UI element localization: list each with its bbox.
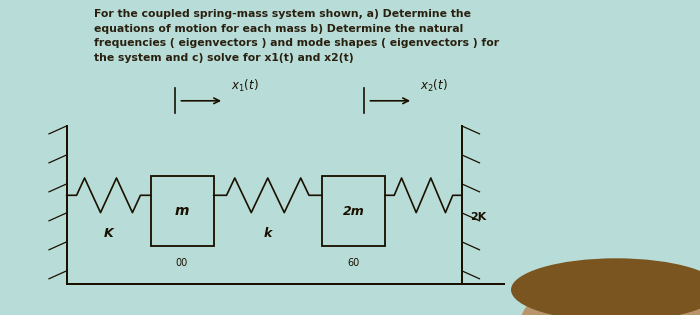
Text: 2K: 2K: [470, 212, 486, 222]
Text: m: m: [175, 204, 189, 218]
Text: 00: 00: [176, 258, 188, 268]
Text: K: K: [104, 226, 113, 240]
Text: 2m: 2m: [342, 204, 365, 218]
Text: 60: 60: [347, 258, 360, 268]
Text: $x_1(t)$: $x_1(t)$: [231, 78, 258, 94]
Bar: [322, 176, 385, 246]
Ellipse shape: [518, 271, 700, 315]
Text: $x_2(t)$: $x_2(t)$: [420, 78, 447, 94]
Text: k: k: [264, 226, 272, 240]
Ellipse shape: [511, 258, 700, 315]
Bar: [150, 176, 214, 246]
Text: For the coupled spring-mass system shown, a) Determine the
equations of motion f: For the coupled spring-mass system shown…: [94, 9, 500, 63]
